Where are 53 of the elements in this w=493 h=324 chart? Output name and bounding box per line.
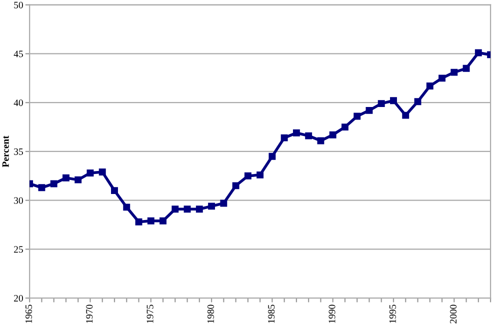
point — [426, 82, 434, 90]
point — [450, 68, 458, 76]
point — [74, 176, 82, 184]
point — [111, 187, 118, 194]
point — [390, 97, 397, 104]
point — [280, 134, 288, 142]
y-tick-label: 50 — [14, 2, 23, 8]
point — [244, 172, 252, 180]
point — [366, 106, 373, 114]
point — [123, 204, 130, 211]
point — [378, 100, 385, 108]
point — [462, 64, 470, 72]
point — [317, 137, 324, 144]
x-tick-label: 2000 — [450, 304, 457, 324]
x-tick-label: 1975 — [146, 304, 154, 323]
point — [256, 171, 264, 178]
point — [220, 200, 228, 207]
y-tick-label: 35 — [14, 148, 23, 155]
point — [160, 217, 166, 224]
point — [38, 184, 46, 192]
point — [268, 152, 276, 160]
point — [414, 98, 422, 106]
point — [86, 170, 94, 176]
point — [342, 124, 348, 131]
x-tick-label: 1990 — [328, 304, 336, 323]
point — [305, 132, 312, 140]
point — [184, 206, 191, 213]
x-tick-label: 1965 — [25, 304, 32, 323]
x-tick-label: 1980 — [207, 304, 214, 323]
x-tick-label: 1970 — [86, 304, 93, 323]
y-tick-label: 30 — [14, 197, 23, 204]
point — [354, 112, 361, 120]
y-axis-title: Percent — [2, 136, 9, 168]
point — [172, 206, 179, 213]
point — [402, 112, 410, 119]
point — [438, 74, 446, 82]
y-tick-label: 20 — [14, 294, 23, 302]
y-tick-label: 25 — [14, 246, 23, 253]
x-tick-label: 1995 — [389, 304, 396, 323]
point — [208, 202, 216, 210]
point — [147, 217, 154, 224]
point — [135, 218, 142, 226]
point — [50, 180, 58, 188]
point — [292, 129, 300, 136]
x-tick-label: 1985 — [268, 304, 275, 323]
point — [98, 168, 106, 176]
y-tick-label: 40 — [14, 100, 23, 106]
point — [196, 206, 203, 213]
point — [232, 182, 240, 190]
y-tick-label: 45 — [14, 50, 23, 58]
point — [62, 174, 70, 182]
point — [329, 131, 336, 138]
point — [474, 49, 482, 56]
